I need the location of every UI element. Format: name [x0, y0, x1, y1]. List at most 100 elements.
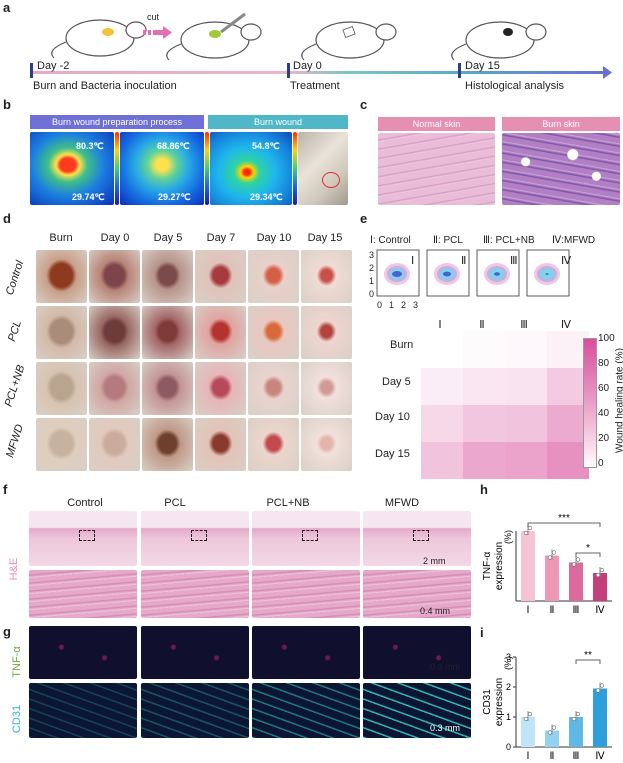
- heatmap-cell: [421, 405, 463, 442]
- significance-label: ***: [558, 513, 570, 524]
- heatmap-col-label: Ⅰ: [438, 319, 442, 331]
- inset-label: Ⅰ: [411, 255, 415, 267]
- zoom-box: [413, 530, 429, 541]
- heatmap-cell: [421, 368, 463, 405]
- tnf-fluorescence-image: [141, 626, 249, 679]
- heatmap-row-label: Day 10: [375, 411, 410, 423]
- temp-label: 54.8℃: [252, 141, 280, 151]
- temp-label: 29.74℃: [72, 192, 105, 202]
- trace-day15: [545, 273, 549, 275]
- timeline-tick: [30, 63, 33, 78]
- y-tick-label: 1: [506, 712, 511, 722]
- mouse-icon: [51, 19, 147, 59]
- thermal-image: [30, 132, 114, 205]
- thermal-image: [210, 132, 292, 205]
- timeline-step-2: Treatment: [290, 80, 340, 92]
- inset-tick: 0: [369, 289, 375, 299]
- burn-process-header: Burn wound preparation process: [30, 115, 204, 129]
- trace-day15: [494, 272, 500, 276]
- tnf-fluorescence-image: [29, 626, 137, 679]
- significance-label: *: [586, 543, 590, 554]
- bar: [569, 717, 583, 747]
- panel-label-f: f: [3, 482, 8, 497]
- cut-label: cut: [147, 12, 160, 22]
- colorbar-tick: 80: [598, 358, 610, 369]
- inset-tick: 1: [369, 276, 375, 286]
- heatmap-row-label: Day 15: [375, 448, 410, 460]
- he-zoom-image: [363, 570, 471, 618]
- heatmap-cell: [547, 368, 589, 405]
- y-axis-label: expression: [494, 542, 505, 590]
- inset-label: Ⅲ: [510, 255, 518, 267]
- zoom-box: [191, 530, 207, 541]
- trace-day15: [392, 271, 402, 277]
- scale-bar-label: 0.4 mm: [420, 606, 451, 616]
- timeline-bar: [30, 71, 605, 74]
- row-label: MFWD: [4, 422, 26, 460]
- heatmap-col-label: Ⅲ: [520, 319, 528, 331]
- burn-wound-header: Burn wound: [208, 115, 348, 129]
- timeline-step-1: Burn and Bacteria inoculation: [33, 80, 177, 92]
- scale-bar-label: 2 mm: [423, 556, 446, 566]
- heatmap-cell: [463, 331, 505, 368]
- x-tick-label: Ⅲ: [573, 751, 580, 762]
- column-header: Day 5: [153, 232, 183, 244]
- panel-label-i: i: [480, 625, 484, 640]
- temp-label: 29.34℃: [250, 192, 283, 202]
- data-point: [523, 530, 529, 536]
- colorbar-tick: 100: [598, 333, 615, 344]
- heatmap-cell: [547, 405, 589, 442]
- burn-skin-header: Burn skin: [502, 117, 620, 131]
- wound-photo: [36, 250, 87, 303]
- wound-photo: [142, 362, 193, 415]
- heatmap-cell: [505, 331, 547, 368]
- wound-photo: [195, 250, 246, 303]
- colorbar-tick: 40: [598, 408, 610, 419]
- timeline-illustration: [30, 12, 612, 79]
- data-point: [547, 555, 553, 560]
- x-tick-label: Ⅳ: [595, 751, 605, 762]
- y-axis-label: expression: [494, 678, 505, 726]
- significance-bracket: [575, 552, 601, 557]
- trace-day15: [443, 271, 451, 277]
- histology-image: [502, 133, 620, 205]
- data-point: [527, 525, 533, 531]
- row-label: PCL: [5, 318, 25, 344]
- column-header: MFWD: [384, 497, 420, 509]
- mouse-icon: [451, 21, 547, 61]
- timeline-day-neg2: Day -2: [37, 60, 70, 72]
- colorbar-tick: 20: [598, 433, 610, 444]
- y-axis-unit: (%): [503, 530, 513, 544]
- bar: [545, 555, 559, 601]
- cd31-bar-chart: 0 1 2 3 Ⅰ Ⅱ Ⅲ Ⅳ CD31 expression (%) **: [482, 650, 612, 762]
- bar: [569, 562, 583, 601]
- data-point: [523, 716, 529, 722]
- timeline-tick: [458, 63, 461, 78]
- cd31-fluorescence-image: [29, 683, 137, 738]
- row-label: Control: [3, 259, 27, 297]
- heatmap-cell: [463, 442, 505, 479]
- legend-item: Ⅱ: PCL: [433, 235, 463, 246]
- bar: [545, 730, 559, 747]
- heatmap-colorbar: [583, 338, 597, 468]
- temp-label: 68.86℃: [157, 141, 190, 151]
- heatmap-col-label: Ⅳ: [560, 319, 572, 331]
- cd31-fluorescence-image: [252, 683, 360, 738]
- data-point: [547, 730, 553, 735]
- heatmap-cell: [547, 331, 589, 368]
- cd31-fluorescence-image: [141, 683, 249, 738]
- data-point: [595, 688, 601, 693]
- mouse-icon: [166, 12, 262, 61]
- timeline-day-0: Day 0: [293, 60, 322, 72]
- tnf-fluorescence-image: [252, 626, 360, 679]
- legend-item: Ⅳ:MFWD: [552, 235, 596, 246]
- bar: [593, 688, 607, 747]
- panel-label-d: d: [3, 211, 11, 226]
- data-point: [551, 550, 557, 555]
- y-axis-label: TNF-α: [482, 552, 493, 581]
- mouse-photo: [298, 132, 348, 205]
- cd31-fluorescence-image: [363, 683, 471, 738]
- x-tick-label: Ⅱ: [550, 751, 555, 762]
- data-point: [571, 716, 577, 722]
- inset-tick: 2: [401, 300, 407, 310]
